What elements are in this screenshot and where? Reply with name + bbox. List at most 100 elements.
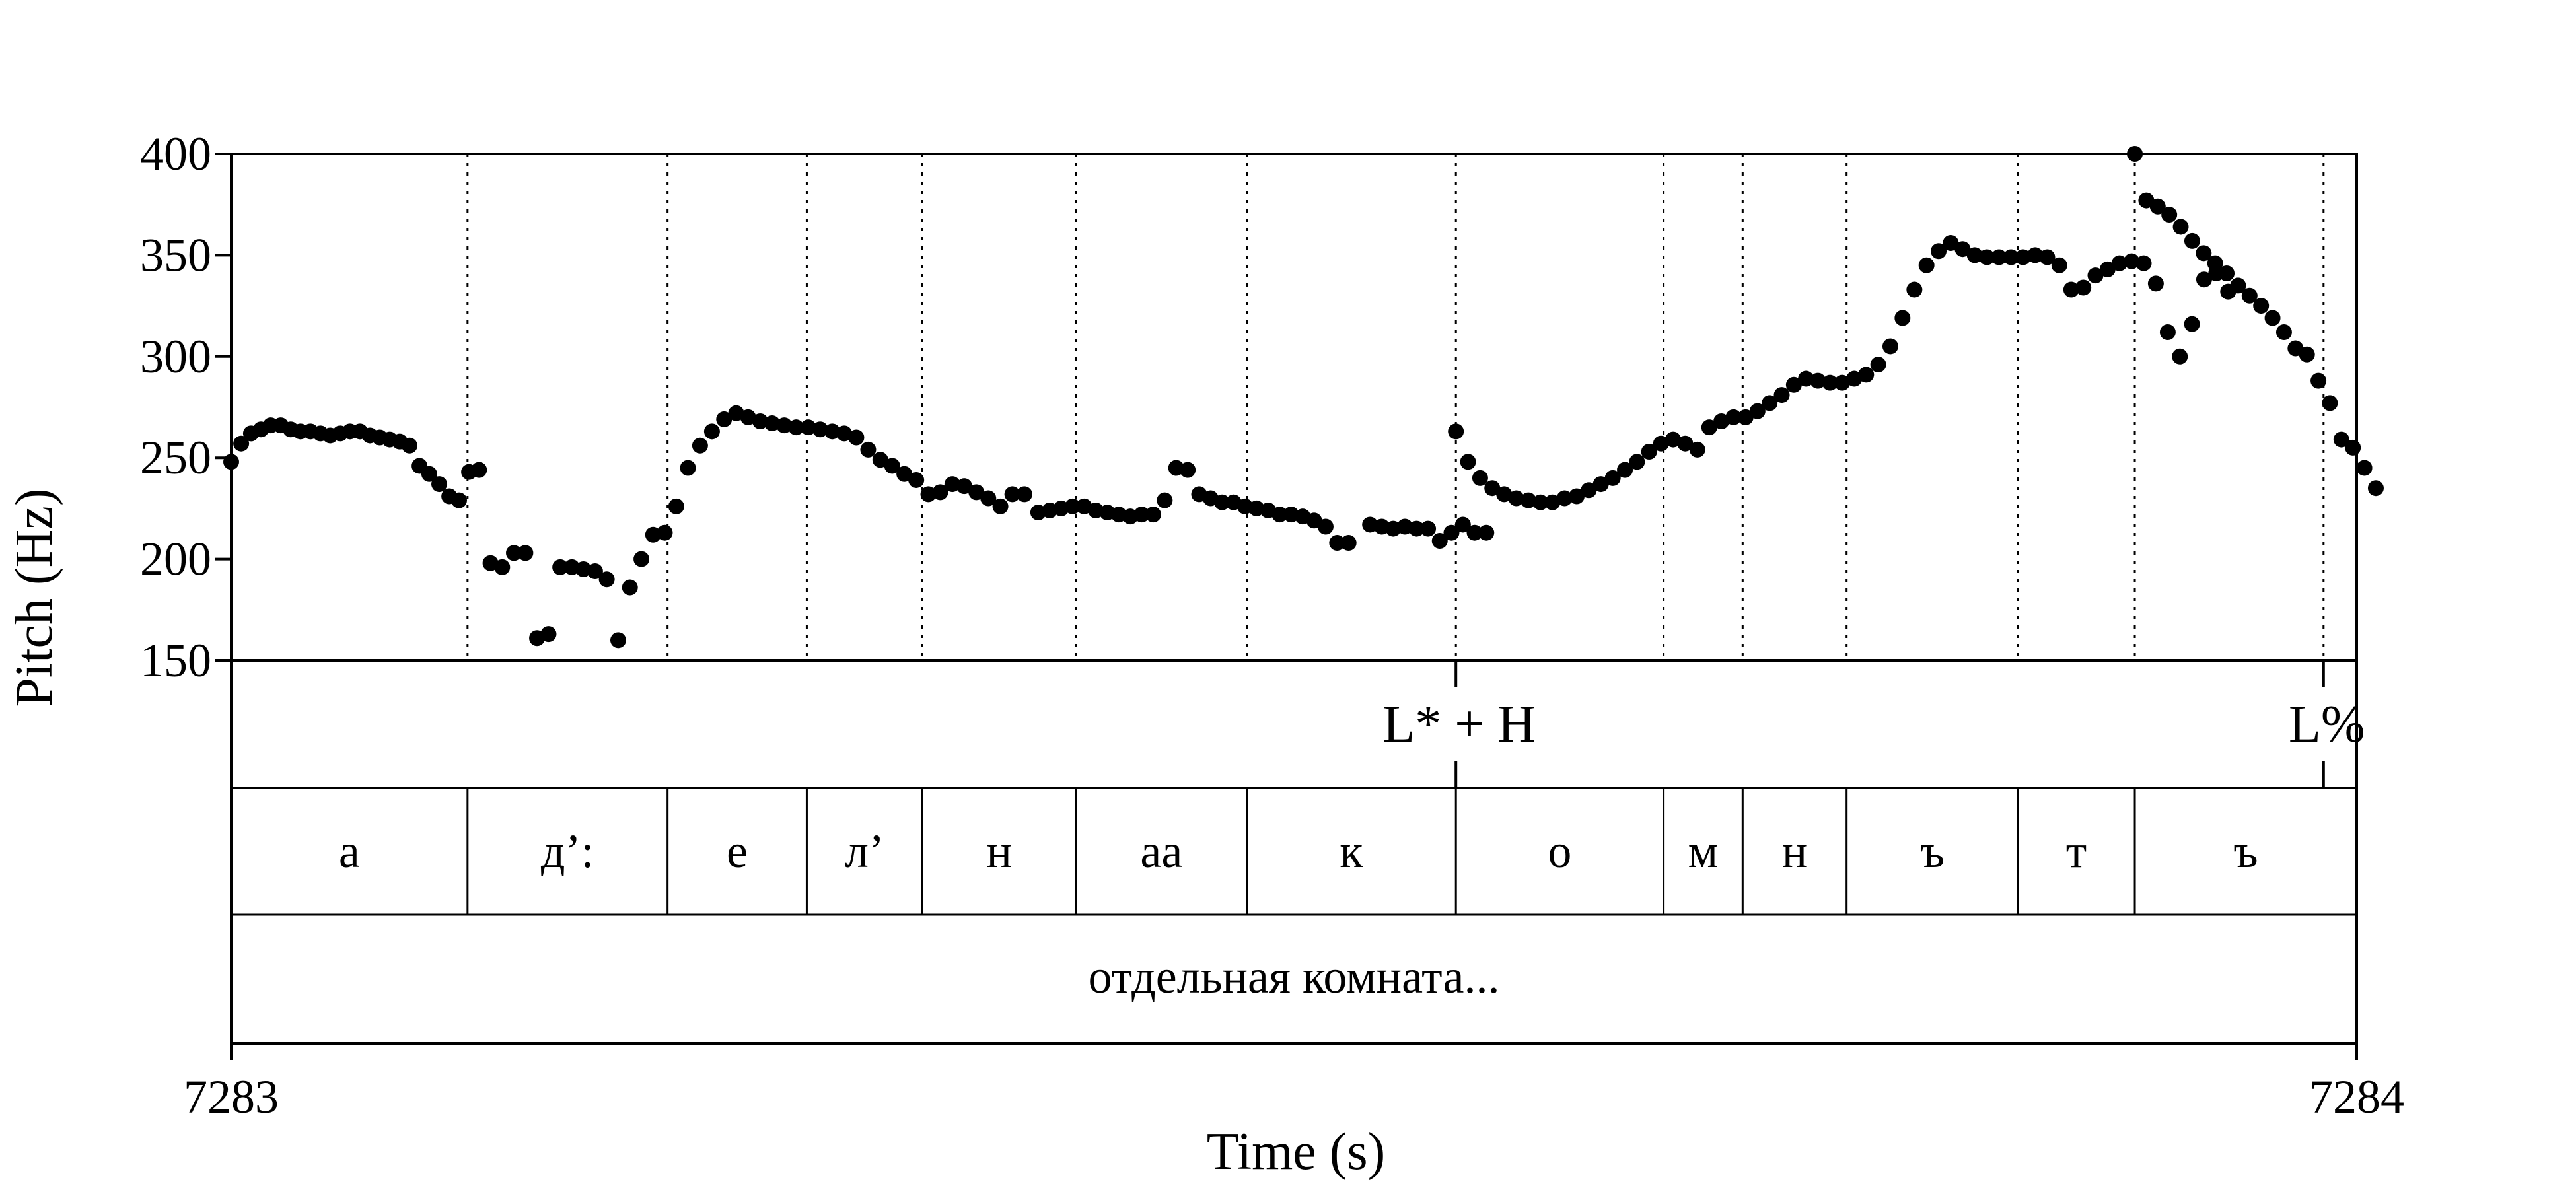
pitch-point: [1931, 243, 1947, 260]
segment-label: а: [339, 825, 360, 878]
pitch-point: [860, 441, 877, 458]
pitch-point: [401, 437, 417, 454]
pitch-panel: [230, 153, 2358, 1045]
pitch-point: [1472, 470, 1488, 486]
x-axis: 7283 7284: [184, 1043, 2404, 1123]
pitch-point: [1713, 413, 1730, 429]
pitch-point: [1180, 462, 1196, 478]
pitch-point: [223, 454, 239, 470]
pitch-point: [1677, 435, 1694, 452]
pitch-point: [1396, 518, 1413, 535]
pitch-point: [2196, 245, 2212, 262]
pitch-point: [812, 421, 828, 438]
tone-label: L* + H: [1382, 695, 1536, 754]
segment-label: д’:: [541, 825, 594, 878]
pitch-point: [1508, 490, 1524, 507]
y-tick-label: 250: [140, 431, 211, 484]
pitch-point: [2135, 255, 2152, 271]
pitch-point: [2219, 265, 2235, 282]
pitch-point: [692, 437, 708, 454]
pitch-point: [1448, 423, 1464, 440]
pitch-point: [1484, 480, 1501, 497]
pitch-point: [1629, 454, 1645, 470]
pitch-point: [1248, 500, 1265, 516]
pitch-point: [1785, 376, 1802, 393]
pitch-point: [752, 413, 768, 429]
pitch-point: [703, 423, 720, 440]
pitch-point: [1016, 486, 1032, 503]
y-tick-label: 300: [140, 330, 211, 383]
pitch-point: [2063, 281, 2079, 298]
pitch-point: [2087, 267, 2104, 284]
pitch-point: [1858, 367, 1875, 383]
pitch-point: [908, 472, 925, 488]
pitch-point: [2356, 460, 2373, 476]
pitch-point: [1431, 532, 1448, 549]
pitch-point: [1271, 507, 1288, 523]
y-tick-label: 200: [140, 533, 211, 586]
segment-label: о: [1548, 825, 1571, 878]
pitch-point: [2124, 253, 2140, 269]
pitch-point: [1617, 462, 1633, 478]
pitch-point: [1544, 494, 1561, 510]
pitch-point: [992, 498, 1009, 514]
pitch-point: [1882, 338, 1898, 355]
pitch-point: [2027, 247, 2044, 263]
pitch-point: [1966, 247, 1983, 263]
y-tick-label: 150: [140, 634, 211, 687]
pitch-point: [1810, 372, 1826, 389]
word-label: отдельная комната...: [1089, 950, 1500, 1003]
pitch-point: [2147, 275, 2164, 292]
pitch-point: [1157, 492, 1173, 508]
pitch-point: [1133, 507, 1150, 523]
segment-boundaries: [466, 154, 2325, 660]
pitch-point: [1870, 357, 1886, 373]
pitch-point: [680, 460, 696, 476]
pitch-point: [1145, 507, 1161, 523]
pitch-point: [1979, 249, 1995, 265]
pitch-point: [517, 545, 534, 561]
pitch-point: [450, 492, 467, 508]
pitch-point: [872, 452, 888, 468]
pitch-point: [980, 490, 997, 507]
pitch-point: [1420, 520, 1437, 537]
pitch-point: [2015, 249, 2031, 265]
pitch-point: [587, 563, 603, 580]
pitch-point: [633, 551, 650, 567]
pitch-point: [1689, 441, 1705, 458]
pitch-point: [1496, 486, 1513, 503]
pitch-point: [471, 462, 487, 478]
pitch-point: [421, 466, 437, 482]
pitch-point: [1918, 257, 1935, 273]
pitch-point: [932, 484, 948, 501]
pitch-point: [598, 571, 615, 588]
pitch-point: [1454, 516, 1471, 533]
segment-label: н: [987, 825, 1013, 878]
segment-label: аа: [1140, 825, 1182, 878]
plot-frame: [230, 153, 2358, 1045]
pitch-point: [2161, 207, 2178, 223]
pitch-point: [1592, 476, 1609, 493]
pitch-point: [1641, 443, 1657, 460]
pitch-point: [552, 559, 569, 575]
pitch-point: [1604, 470, 1621, 486]
pitch-point: [2253, 298, 2270, 314]
pitch-point: [2333, 431, 2349, 448]
y-tick-label: 350: [140, 228, 211, 281]
pitch-point: [622, 579, 638, 596]
pitch-point: [1329, 535, 1345, 551]
pitch-point: [2184, 232, 2200, 249]
pitch-point: [1653, 435, 1669, 452]
pitch-point: [1665, 431, 1682, 448]
y-axis-title: Pitch (Hz): [5, 488, 63, 707]
pitch-point: [848, 429, 865, 446]
pitch-point: [776, 417, 793, 434]
pitch-point: [233, 435, 250, 452]
pitch-point: [1581, 482, 1597, 499]
annotation-tiers: L* + H L% а д’: е л’ н аа к о м н ъ т ъ отдельная комна…: [339, 660, 2365, 1003]
pitch-point: [2196, 271, 2212, 288]
pitch-point: [1725, 409, 1742, 425]
segment-label: ъ: [2233, 825, 2258, 878]
pitch-point: [2149, 198, 2166, 215]
pitch-point: [1004, 486, 1020, 503]
